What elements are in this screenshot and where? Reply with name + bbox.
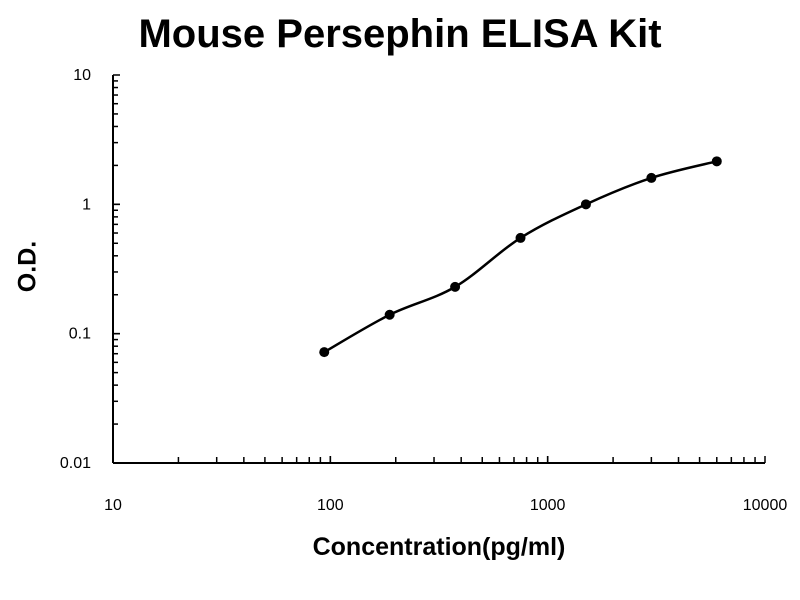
data-point (319, 347, 330, 358)
x-tick-label: 100 (317, 497, 344, 514)
y-tick-label: 0.1 (69, 326, 91, 343)
y-tick-label: 1 (82, 196, 91, 213)
x-tick-label: 10000 (743, 497, 788, 514)
y-tick-label: 0.01 (60, 455, 91, 472)
data-point (646, 172, 657, 183)
x-tick-label: 10 (104, 497, 122, 514)
data-point (580, 199, 591, 210)
data-point (450, 281, 461, 292)
chart-title: Mouse Persephin ELISA Kit (138, 12, 662, 56)
fit-curve (323, 160, 718, 354)
x-axis-label: Concentration(pg/ml) (312, 533, 566, 561)
data-point (711, 156, 722, 167)
y-tick-label: 10 (73, 67, 91, 84)
x-tick-label: 1000 (530, 497, 566, 514)
data-point (515, 232, 526, 243)
data-point (384, 309, 395, 320)
